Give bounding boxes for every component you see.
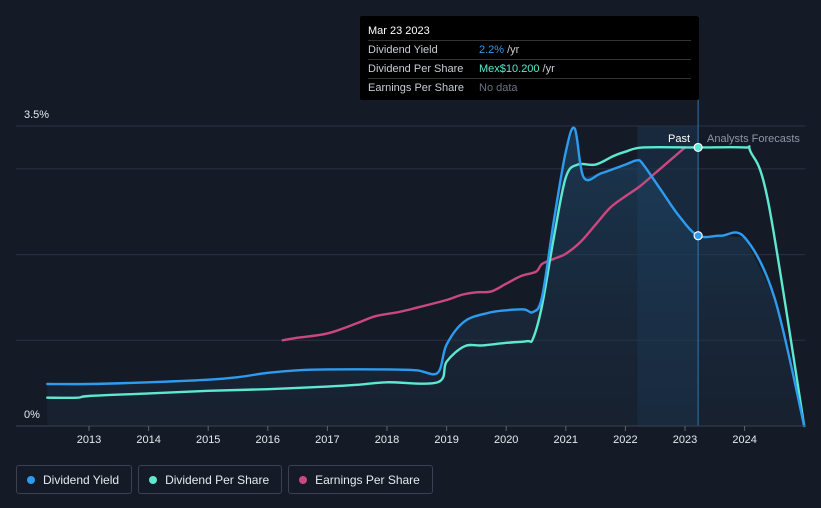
legend-dot-icon [27, 475, 35, 484]
x-axis: 2013 2014 2015 2016 2017 2018 2019 2020 2021 2022… [16, 425, 805, 446]
x-tick-label: 2018 [375, 434, 399, 446]
legend-dot-icon [149, 475, 158, 484]
legend-label: Earnings Per Share [315, 472, 420, 487]
dividend-yield-marker [693, 231, 703, 241]
tooltip-label: Dividend Per Share [368, 63, 464, 75]
x-tick-label: 2021 [554, 434, 578, 446]
x-tick-label: 2022 [613, 434, 637, 446]
tooltip-row-dividend-per-share: Dividend Per Share Mex$10.200 /yr [368, 59, 691, 78]
legend-item-dividend-yield[interactable]: Dividend Yield [16, 465, 133, 494]
dividend-yield-line [46, 126, 806, 428]
date-markers [693, 142, 703, 241]
legend: Dividend Yield Dividend Per Share Earnin… [16, 465, 433, 494]
tooltip-value: Mex$10.200 [479, 63, 540, 75]
past-label: Past [668, 133, 690, 145]
x-tick-label: 2023 [673, 434, 697, 446]
x-tick-label: 2015 [196, 434, 220, 446]
tooltip-value: 2.2% [479, 44, 505, 56]
tooltip-label: Dividend Yield [368, 44, 438, 56]
dividend-per-share-marker [693, 142, 703, 153]
x-tick-label: 2024 [732, 434, 756, 446]
x-tick-label: 2014 [136, 434, 160, 446]
tooltip-label: Earnings Per Share [368, 82, 464, 94]
forecast-label: Analysts Forecasts [707, 133, 800, 145]
x-tick-label: 2016 [256, 434, 280, 446]
y-axis-label-bottom: 0% [24, 409, 40, 421]
tooltip-date: Mar 23 2023 [368, 25, 430, 37]
earnings-per-share-line [281, 146, 687, 342]
tooltip-row-dividend-yield: Dividend Yield 2.2% /yr [368, 40, 691, 59]
legend-label: Dividend Per Share [165, 472, 270, 487]
x-tick-label: 2020 [494, 434, 518, 446]
tooltip-row-earnings-per-share: Earnings Per Share No data [368, 78, 691, 97]
tooltip: Mar 23 2023 Dividend Yield 2.2% /yr Divi… [360, 16, 699, 100]
tooltip-value: No data [479, 82, 518, 94]
x-tick-label: 2017 [315, 434, 339, 446]
legend-item-earnings-per-share[interactable]: Earnings Per Share [288, 465, 433, 494]
legend-item-dividend-per-share[interactable]: Dividend Per Share [138, 465, 283, 494]
tooltip-unit: /yr [542, 63, 555, 75]
tooltip-unit: /yr [507, 44, 520, 56]
legend-dot-icon [299, 475, 308, 484]
x-tick-label: 2013 [77, 434, 101, 446]
x-tick-label: 2019 [434, 434, 458, 446]
y-axis-label-top: 3.5% [24, 109, 49, 121]
legend-label: Dividend Yield [43, 472, 120, 487]
